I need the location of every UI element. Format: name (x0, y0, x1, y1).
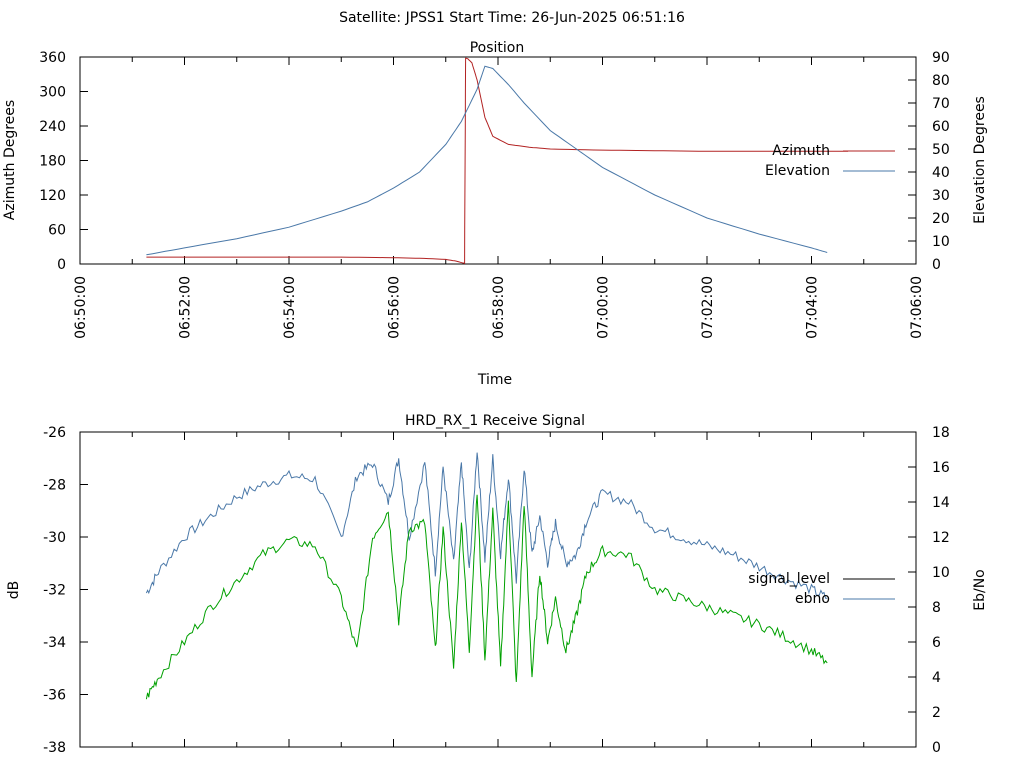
receive-signal-y-axis-label: dB (6, 581, 22, 600)
y2-tick-label: 0 (932, 740, 941, 756)
y-tick-label: -38 (43, 740, 66, 756)
x-tick-label: 07:00:00 (596, 276, 612, 339)
position-y2-axis-label: Elevation Degrees (972, 96, 988, 224)
y2-tick-label: 10 (932, 565, 950, 581)
receive-signal-y2-axis-label: Eb/No (972, 569, 988, 611)
y-tick-label: -32 (43, 583, 66, 599)
y2-tick-label: 40 (932, 165, 950, 181)
position-chart-title: Position (470, 40, 525, 56)
y2-tick-label: 20 (932, 211, 950, 227)
position-y-axis-label: Azimuth Degrees (2, 100, 18, 220)
x-tick-label: 07:06:00 (909, 276, 925, 339)
y2-tick-label: 18 (932, 425, 950, 441)
y-tick-label: -28 (43, 478, 66, 494)
y2-tick-label: 50 (932, 142, 950, 158)
x-tick-label: 06:54:00 (282, 276, 298, 339)
legend-label-azimuth: Azimuth (772, 143, 830, 159)
y-tick-label: -34 (43, 635, 66, 651)
y2-tick-label: 14 (932, 495, 950, 511)
series-line-azimuth (146, 57, 849, 265)
y-tick-label: 300 (39, 85, 66, 101)
y2-tick-label: 90 (932, 50, 950, 66)
y2-tick-label: 12 (932, 530, 950, 546)
y2-tick-label: 4 (932, 670, 941, 686)
series-line-ebno (145, 452, 828, 599)
y2-tick-label: 8 (932, 600, 941, 616)
y-tick-label: -36 (43, 688, 66, 704)
x-tick-label: 06:56:00 (387, 276, 403, 339)
legend-label-ebno: ebno (795, 591, 830, 607)
x-tick-label: 06:58:00 (491, 276, 507, 339)
legend-label-elevation: Elevation (765, 163, 830, 179)
series-line-elevation (146, 65, 828, 256)
y2-tick-label: 6 (932, 635, 941, 651)
position-chart: Position 06:50:00 06:52:00 06:54:00 06:56:0… (2, 40, 988, 388)
receive-signal-plot-frame (79, 431, 917, 748)
series-line-unnamed-2 (145, 494, 828, 700)
position-plot-frame (79, 56, 917, 265)
page-title: Satellite: JPSS1 Start Time: 26-Jun-2025… (339, 10, 685, 26)
y2-tick-label: 0 (932, 257, 941, 273)
y-tick-label: 240 (39, 119, 66, 135)
x-tick-label: 07:04:00 (805, 276, 821, 339)
y2-tick-label: 30 (932, 188, 950, 204)
y2-tick-label: 2 (932, 705, 941, 721)
y2-tick-label: 80 (932, 73, 950, 89)
x-tick-label: 07:02:00 (700, 276, 716, 339)
y-tick-label: 360 (39, 50, 66, 66)
y-tick-label: 0 (57, 257, 66, 273)
y2-tick-label: 70 (932, 96, 950, 112)
receive-signal-chart-title: HRD_RX_1 Receive Signal (405, 413, 585, 429)
y-tick-label: -26 (43, 425, 66, 441)
y2-tick-label: 10 (932, 234, 950, 250)
y-tick-label: 120 (39, 188, 66, 204)
legend-label-signal-level: signal_level (748, 571, 830, 587)
position-x-axis-label: Time (477, 372, 512, 388)
receive-signal-chart: HRD_RX_1 Receive Signal -38 -36 -34 -32 -30 -… (6, 413, 988, 756)
y-tick-label: -30 (43, 530, 66, 546)
y-tick-label: 60 (48, 223, 66, 239)
x-tick-label: 06:50:00 (73, 276, 89, 339)
y2-tick-label: 60 (932, 119, 950, 135)
y2-tick-label: 16 (932, 460, 950, 476)
x-tick-label: 06:52:00 (178, 276, 194, 339)
y-tick-label: 180 (39, 154, 66, 170)
